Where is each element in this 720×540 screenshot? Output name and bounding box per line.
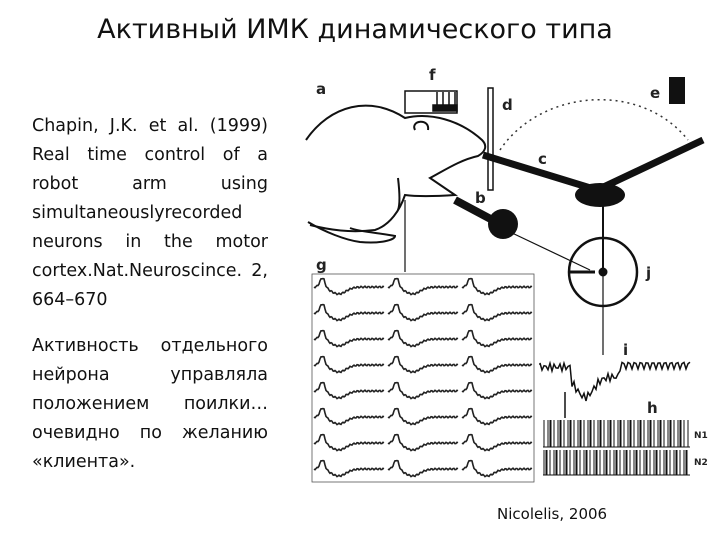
waveform xyxy=(387,381,459,400)
waveform xyxy=(387,433,459,452)
water-dispenser xyxy=(669,77,685,104)
waveform xyxy=(313,329,385,348)
label-n1: N1 xyxy=(694,431,708,441)
waveform xyxy=(461,355,533,374)
waveform xyxy=(461,433,533,452)
label-h: h xyxy=(647,399,658,417)
waveform xyxy=(313,381,385,400)
label-c: c xyxy=(538,150,547,168)
waveform xyxy=(387,277,459,296)
waveform xyxy=(387,407,459,426)
reference-text: Chapin, J.K. et al. (1999) Real time con… xyxy=(32,116,268,310)
waveform xyxy=(461,407,533,426)
waveform-frame xyxy=(311,273,535,483)
barrier xyxy=(487,87,494,191)
trace-line xyxy=(539,360,691,402)
waveform xyxy=(313,303,385,322)
waveform xyxy=(387,303,459,322)
label-i: i xyxy=(623,341,628,359)
label-n2: N2 xyxy=(694,458,708,468)
waveform xyxy=(461,459,533,478)
waveform xyxy=(461,381,533,400)
label-d: d xyxy=(502,96,513,114)
spike-raster xyxy=(543,420,690,476)
waveform xyxy=(387,355,459,374)
waveform xyxy=(313,433,385,452)
waveform xyxy=(313,459,385,478)
waveform xyxy=(313,277,385,296)
waveform xyxy=(387,459,459,478)
electrode-array xyxy=(404,90,458,114)
robot-arm xyxy=(481,136,705,207)
waveform xyxy=(387,329,459,348)
label-f: f xyxy=(429,66,436,84)
waveform xyxy=(461,277,533,296)
label-j: j xyxy=(645,264,651,282)
water-trajectory xyxy=(499,99,689,151)
figure-credit: Nicolelis, 2006 xyxy=(497,505,608,523)
lever xyxy=(453,196,591,271)
label-b: b xyxy=(475,189,486,207)
label-a: a xyxy=(316,80,326,98)
waveform xyxy=(461,329,533,348)
waveform xyxy=(461,303,533,322)
neuron-trace xyxy=(539,360,691,418)
label-g: g xyxy=(316,256,327,274)
waveform xyxy=(313,407,385,426)
slide-title: Активный ИМК динамического типа xyxy=(97,14,613,45)
switch-circle xyxy=(567,206,639,355)
waveform-grid xyxy=(311,273,535,483)
label-e: e xyxy=(650,84,660,102)
waveform xyxy=(313,355,385,374)
rat-outline xyxy=(305,104,487,244)
comment-text: Активность отдельного нейрона управляла … xyxy=(32,336,268,472)
